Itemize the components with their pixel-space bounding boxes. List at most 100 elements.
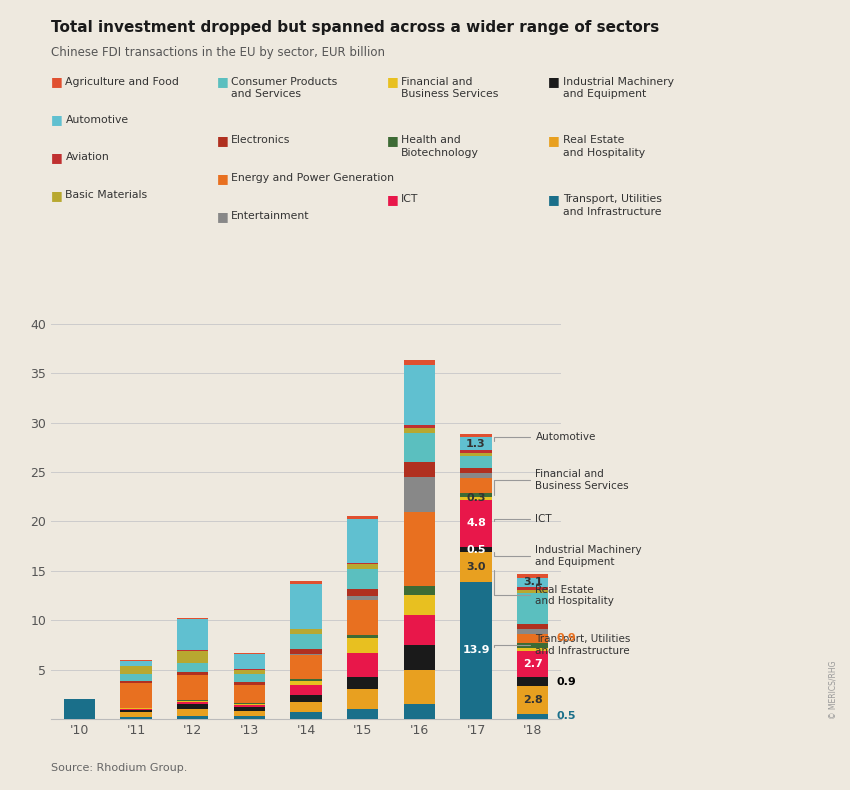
Text: ■: ■ xyxy=(217,75,229,88)
Bar xyxy=(234,703,265,704)
Bar xyxy=(177,619,208,650)
Bar xyxy=(404,585,435,596)
Bar xyxy=(291,649,321,654)
Text: ■: ■ xyxy=(548,193,560,205)
Text: 0.5: 0.5 xyxy=(467,544,485,555)
Text: ICT: ICT xyxy=(401,194,418,204)
Bar xyxy=(291,581,321,584)
Bar xyxy=(121,674,151,681)
Text: ■: ■ xyxy=(387,134,399,147)
Bar xyxy=(121,717,151,719)
Bar xyxy=(517,634,548,643)
Bar xyxy=(121,683,151,708)
Bar xyxy=(404,596,435,615)
Text: © MERICS/RHG: © MERICS/RHG xyxy=(828,660,837,719)
Bar xyxy=(517,651,548,678)
Text: ■: ■ xyxy=(548,75,560,88)
Text: Agriculture and Food: Agriculture and Food xyxy=(65,77,179,87)
Bar xyxy=(177,704,208,709)
Bar xyxy=(517,629,548,634)
Bar xyxy=(404,704,435,719)
Text: 3.0: 3.0 xyxy=(467,562,485,572)
Text: ■: ■ xyxy=(217,209,229,223)
Text: Aviation: Aviation xyxy=(65,152,109,163)
Bar xyxy=(291,629,321,634)
Bar xyxy=(517,577,548,586)
Bar xyxy=(517,574,548,577)
Text: Financial and
Business Services: Financial and Business Services xyxy=(536,469,629,491)
Text: ■: ■ xyxy=(51,75,63,88)
Text: Chinese FDI transactions in the EU by sector, EUR billion: Chinese FDI transactions in the EU by se… xyxy=(51,46,385,58)
Bar xyxy=(404,477,435,512)
Text: Financial and
Business Services: Financial and Business Services xyxy=(401,77,499,99)
Bar xyxy=(517,589,548,593)
Bar xyxy=(347,569,378,589)
Text: 0.9: 0.9 xyxy=(557,634,576,643)
Bar xyxy=(347,709,378,719)
Bar xyxy=(461,453,491,457)
Bar xyxy=(347,635,378,638)
Bar xyxy=(461,552,491,581)
Text: Electronics: Electronics xyxy=(231,135,291,145)
Bar xyxy=(461,547,491,552)
Bar xyxy=(291,679,321,681)
Text: 0.3: 0.3 xyxy=(467,493,485,503)
Text: 0.5: 0.5 xyxy=(557,712,576,721)
Bar xyxy=(234,716,265,719)
Bar xyxy=(404,512,435,585)
Bar xyxy=(177,700,208,702)
Text: Entertainment: Entertainment xyxy=(231,211,309,221)
Bar xyxy=(404,645,435,670)
Bar xyxy=(291,695,321,702)
Text: Source: Rhodium Group.: Source: Rhodium Group. xyxy=(51,762,187,773)
Bar xyxy=(404,462,435,477)
Bar xyxy=(121,709,151,713)
Bar xyxy=(234,685,265,703)
Bar xyxy=(461,435,491,438)
Bar xyxy=(177,709,208,716)
Bar xyxy=(177,663,208,672)
Bar xyxy=(347,600,378,635)
Text: ■: ■ xyxy=(548,134,560,147)
Bar xyxy=(461,457,491,468)
Text: Transport, Utilities
and Infrastructure: Transport, Utilities and Infrastructure xyxy=(536,634,631,656)
Bar xyxy=(121,713,151,717)
Bar xyxy=(347,596,378,600)
Bar xyxy=(177,702,208,704)
Bar xyxy=(517,648,548,651)
Text: Industrial Machinery
and Equipment: Industrial Machinery and Equipment xyxy=(563,77,674,99)
Bar xyxy=(461,478,491,493)
Bar xyxy=(347,638,378,653)
Bar xyxy=(461,497,491,500)
Text: ■: ■ xyxy=(51,189,63,201)
Text: ■: ■ xyxy=(51,151,63,164)
Bar xyxy=(517,678,548,687)
Text: Total investment dropped but spanned across a wider range of sectors: Total investment dropped but spanned acr… xyxy=(51,20,660,35)
Bar xyxy=(291,655,321,679)
Text: 3.1: 3.1 xyxy=(523,577,542,587)
Bar xyxy=(461,500,491,547)
Bar xyxy=(347,689,378,709)
Text: ■: ■ xyxy=(387,193,399,205)
Bar xyxy=(177,651,208,663)
Text: 2.8: 2.8 xyxy=(523,695,542,705)
Text: Health and
Biotechnology: Health and Biotechnology xyxy=(401,135,479,158)
Bar xyxy=(291,584,321,629)
Bar xyxy=(404,615,435,645)
Bar xyxy=(404,670,435,704)
Text: Consumer Products
and Services: Consumer Products and Services xyxy=(231,77,337,99)
Bar xyxy=(517,586,548,589)
Text: 13.9: 13.9 xyxy=(462,645,490,655)
Text: ■: ■ xyxy=(51,113,63,126)
Text: ■: ■ xyxy=(217,134,229,147)
Bar xyxy=(404,360,435,365)
Bar xyxy=(291,681,321,686)
Bar xyxy=(517,687,548,714)
Bar xyxy=(121,681,151,683)
Bar xyxy=(234,653,265,654)
Text: ■: ■ xyxy=(387,75,399,88)
Bar xyxy=(291,712,321,719)
Bar xyxy=(517,714,548,719)
Text: Basic Materials: Basic Materials xyxy=(65,190,148,201)
Bar xyxy=(461,438,491,450)
